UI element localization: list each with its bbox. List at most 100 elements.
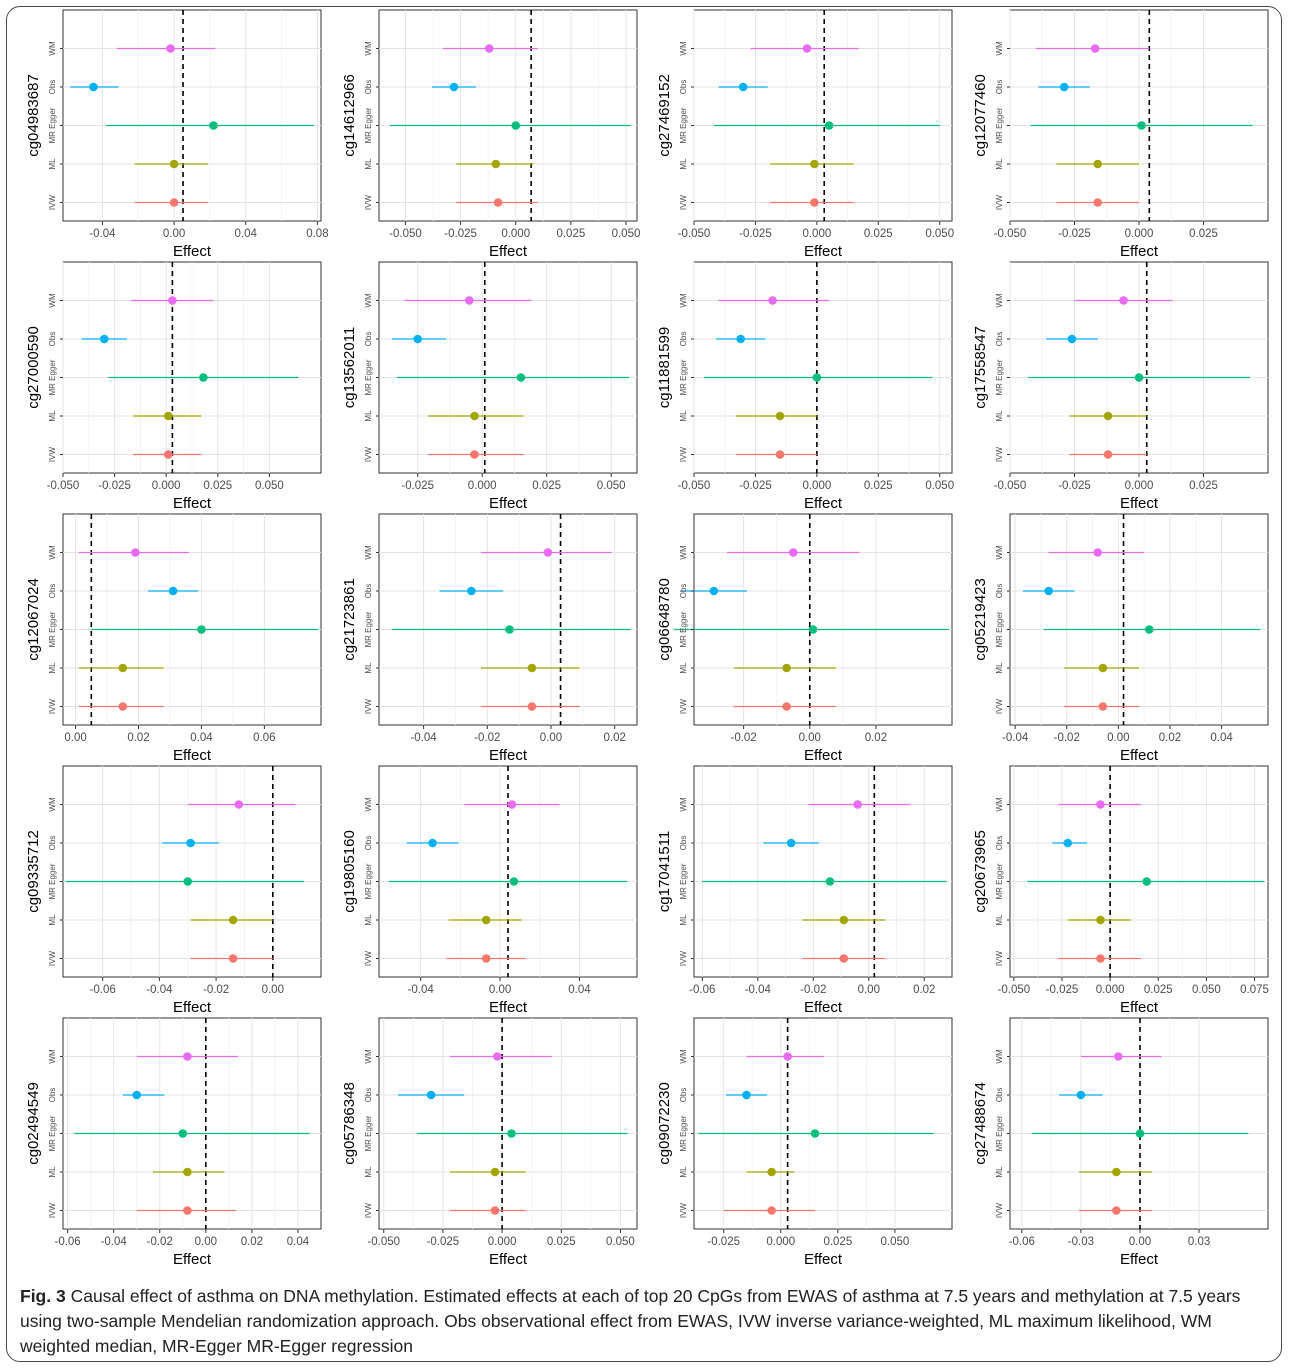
- x-tick-label: -0.02: [731, 732, 757, 744]
- x-tick-label: 0.04: [1210, 732, 1233, 744]
- y-method-label: Obs: [364, 584, 373, 599]
- point-obs: [186, 838, 195, 848]
- x-tick-label: 0.00: [1129, 1236, 1151, 1248]
- point-obs: [467, 586, 476, 596]
- point-obs: [1063, 838, 1073, 848]
- point-ml: [481, 915, 491, 925]
- point-obs: [1067, 334, 1077, 344]
- panel-border: [378, 9, 638, 222]
- y-method-label: Obs: [48, 584, 57, 599]
- panel-border: [62, 765, 322, 978]
- panel-border: [693, 1017, 953, 1230]
- y-method-label: Obs: [48, 332, 57, 347]
- y-method-label: Obs: [995, 584, 1004, 599]
- y-method-label: Obs: [364, 80, 373, 95]
- x-tick-label: 0.04: [235, 228, 258, 240]
- point-mr-egger: [825, 877, 835, 886]
- y-method-label: WM: [679, 293, 688, 308]
- panel-cg13562011: -0.025 0.000 0.025 0.050 WM Obs MR Egger ML IVW c…: [341, 261, 638, 512]
- panel-cg27488674: -0.06 -0.03 0.00 0.03 WM Obs MR Egger ML IVW cg27…: [972, 1017, 1269, 1268]
- point-ivw: [481, 954, 491, 963]
- x-tick-label: -0.050: [47, 480, 80, 492]
- x-tick-label: 0.02: [127, 732, 149, 744]
- x-axis-title: Effect: [489, 495, 528, 512]
- y-method-label: MR Egger: [364, 107, 373, 143]
- y-method-label: MR Egger: [364, 863, 373, 899]
- point-mr-egger: [507, 1129, 516, 1138]
- x-tick-label: -0.050: [998, 984, 1031, 996]
- point-ml: [767, 1167, 776, 1177]
- point-wm: [768, 296, 777, 305]
- panel-border: [62, 1017, 322, 1230]
- x-tick-label: 0.025: [823, 1236, 852, 1248]
- y-method-label: MR Egger: [364, 359, 373, 395]
- point-wm: [788, 548, 798, 557]
- x-tick-label: 0.00: [195, 1236, 217, 1248]
- x-tick-label: -0.04: [410, 732, 437, 744]
- point-ivw: [163, 450, 173, 459]
- y-method-label: MR Egger: [995, 359, 1004, 395]
- point-ivw: [839, 954, 849, 963]
- panel-border: [693, 513, 953, 726]
- figure-caption: Fig. 3 Causal effect of asthma on DNA me…: [20, 1284, 1270, 1359]
- x-tick-label: 0.025: [864, 480, 893, 492]
- x-tick-label: 0.02: [1159, 732, 1181, 744]
- x-tick-label: 0.00: [858, 984, 880, 996]
- x-axis-title: Effect: [489, 999, 528, 1016]
- y-method-label: ML: [679, 1166, 688, 1178]
- x-tick-label: 0.00: [262, 984, 284, 996]
- point-ml: [810, 159, 819, 169]
- y-axis-label: cg12067024: [25, 578, 42, 661]
- y-method-label: ML: [48, 1166, 57, 1178]
- panel-cg06648780: -0.02 0.00 0.02 WM Obs MR Egger ML IVW cg0664878…: [656, 513, 953, 764]
- panel-cg12077460: -0.050 -0.025 0.000 0.025 WM Obs MR Egger ML IVW…: [972, 9, 1269, 260]
- y-method-label: IVW: [48, 194, 57, 210]
- y-method-label: MR Egger: [48, 863, 57, 899]
- x-tick-label: -0.02: [203, 984, 229, 996]
- y-method-label: Obs: [48, 1088, 57, 1103]
- y-method-label: IVW: [364, 950, 373, 966]
- point-wm: [234, 800, 244, 809]
- point-ml: [1112, 1167, 1121, 1177]
- x-tick-label: -0.06: [689, 984, 715, 996]
- point-obs: [449, 82, 459, 92]
- x-tick-label: 0.025: [864, 228, 893, 240]
- panel-cg21723861: -0.04 -0.02 0.00 0.02 WM Obs MR Egger ML IVW cg21…: [341, 513, 638, 764]
- panel-cg12067024: 0.00 0.02 0.04 0.06 WM Obs MR Egger ML IVW cg1206…: [25, 513, 322, 764]
- point-mr-egger: [197, 625, 206, 634]
- x-tick-label: 0.025: [203, 480, 232, 492]
- point-ml: [490, 1167, 500, 1177]
- panel-border: [693, 261, 953, 474]
- x-axis-title: Effect: [1120, 999, 1159, 1016]
- x-axis-title: Effect: [489, 747, 528, 764]
- point-obs: [742, 1090, 751, 1100]
- point-ml: [527, 663, 537, 673]
- x-tick-label: 0.00: [64, 732, 86, 744]
- panel-cg17558547: -0.050 -0.025 0.000 0.025 WM Obs MR Egger ML IVW…: [972, 261, 1269, 512]
- y-axis-label: cg17041511: [656, 831, 673, 912]
- point-wm: [1119, 296, 1128, 305]
- x-axis-title: Effect: [173, 999, 212, 1016]
- y-method-label: ML: [364, 158, 373, 170]
- point-ml: [775, 411, 785, 421]
- point-ivw: [490, 1206, 500, 1215]
- point-ml: [163, 411, 173, 421]
- y-method-label: IVW: [995, 194, 1004, 210]
- y-method-label: ML: [995, 914, 1004, 926]
- x-tick-label: -0.06: [54, 1236, 80, 1248]
- panel-border: [1009, 513, 1269, 726]
- panel-border: [378, 513, 638, 726]
- point-obs: [1059, 82, 1069, 92]
- x-tick-label: -0.02: [1054, 732, 1080, 744]
- y-axis-label: cg20673965: [972, 830, 989, 913]
- x-axis-title: Effect: [804, 243, 843, 260]
- panel-border: [1009, 1017, 1269, 1230]
- x-tick-label: 0.025: [1144, 984, 1173, 996]
- point-ivw: [1103, 450, 1113, 459]
- point-obs: [428, 838, 437, 848]
- x-tick-label: 0.000: [1125, 228, 1154, 240]
- y-method-label: MR Egger: [48, 359, 57, 395]
- point-ivw: [810, 198, 819, 207]
- x-axis-title: Effect: [173, 747, 212, 764]
- y-method-label: ML: [995, 410, 1004, 422]
